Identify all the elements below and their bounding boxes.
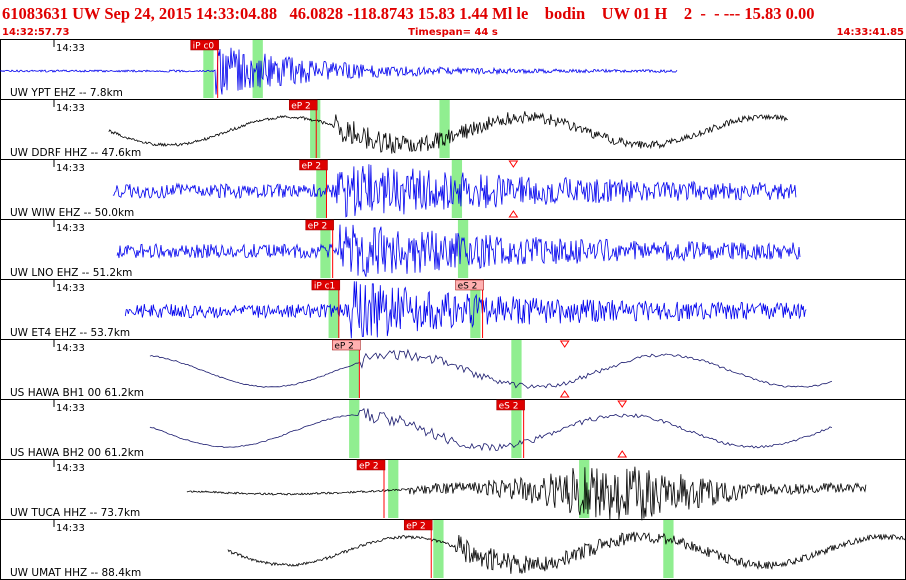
pick-label-box[interactable] xyxy=(455,279,484,291)
time-tick-label: 14:33 xyxy=(56,523,85,534)
amplitude-marker-bottom xyxy=(559,390,570,398)
window-start-time: 14:32:57.73 xyxy=(2,27,70,38)
pick-window xyxy=(349,400,360,458)
time-tick-label: 14:33 xyxy=(56,463,85,474)
pick-window xyxy=(310,100,321,158)
trace-panel[interactable]: 14:33 iP c1 eS 2 UW ET4 EHZ -- 53.7km xyxy=(0,279,906,340)
pick-label[interactable]: eS 2 xyxy=(499,402,519,412)
pick-label[interactable]: eP 2 xyxy=(359,462,379,472)
trace-panel[interactable]: 14:33 eP 2 UW DDRF HHZ -- 47.6km xyxy=(0,99,906,160)
pick-label[interactable]: iP c1 xyxy=(314,282,335,292)
time-tick-label: 14:33 xyxy=(56,283,85,294)
waveform xyxy=(112,164,797,218)
waveform xyxy=(108,111,788,154)
pick-window xyxy=(252,40,263,98)
event-header: 61083631 UW Sep 24, 2015 14:33:04.88 46.… xyxy=(2,4,815,23)
trace-panel[interactable]: 14:33 eS 2 US HAWA BH2 00 61.2km xyxy=(0,399,906,460)
pick-label-box[interactable] xyxy=(190,39,219,51)
channel-label[interactable]: UW ET4 EHZ -- 53.7km xyxy=(10,327,130,339)
pick-label[interactable]: eP 2 xyxy=(406,522,426,532)
trace-panel[interactable]: 14:33 iP c0 UW YPT EHZ -- 7.8km xyxy=(0,39,678,99)
waveform xyxy=(186,466,867,521)
channel-label[interactable]: US HAWA BH1 00 61.2km xyxy=(10,387,144,399)
channel-label[interactable]: UW TUCA HHZ -- 73.7km xyxy=(10,507,140,519)
pick-window xyxy=(388,460,399,518)
channel-label[interactable]: UW DDRF HHZ -- 47.6km xyxy=(10,147,141,159)
time-tick-label: 14:33 xyxy=(56,43,85,54)
pick-label-box[interactable] xyxy=(311,279,341,291)
window-end-time: 14:33:41.85 xyxy=(836,27,904,38)
pick-label[interactable]: eP 2 xyxy=(291,102,311,112)
pick-label-box[interactable] xyxy=(288,99,318,111)
channel-label[interactable]: UW UMAT HHZ -- 88.4km xyxy=(10,567,141,579)
time-tick-label: 14:33 xyxy=(56,103,85,114)
waveform xyxy=(227,531,906,574)
seismogram-chart: 14:33 iP c0 UW YPT EHZ -- 7.8km 14:33 eP 2 UW… xyxy=(0,39,906,580)
pick-window xyxy=(433,520,444,578)
pick-label[interactable]: eS 2 xyxy=(458,282,478,292)
pick-label-box[interactable] xyxy=(299,159,328,171)
pick-label[interactable]: eP 2 xyxy=(334,342,354,352)
pick-label-box[interactable] xyxy=(332,339,361,351)
pick-window xyxy=(439,100,450,158)
trace-panel[interactable]: 14:33 eP 2 UW UMAT HHZ -- 88.4km xyxy=(0,519,906,580)
channel-label[interactable]: UW LNO EHZ -- 51.2km xyxy=(10,267,132,279)
pick-label-box[interactable] xyxy=(356,459,386,471)
seismogram-panels[interactable]: 14:33 iP c0 UW YPT EHZ -- 7.8km 14:33 eP 2 UW… xyxy=(0,39,906,580)
pick-label-box[interactable] xyxy=(305,219,334,231)
pick-window xyxy=(451,160,463,218)
channel-label[interactable]: UW YPT EHZ -- 7.8km xyxy=(10,87,123,99)
amplitude-marker-bottom xyxy=(508,210,519,218)
trace-panel[interactable]: 14:33 eP 2 US HAWA BH1 00 61.2km xyxy=(0,339,906,400)
pick-label-box[interactable] xyxy=(496,399,525,411)
time-tick-label: 14:33 xyxy=(56,403,85,414)
time-tick-label: 14:33 xyxy=(56,163,85,174)
time-tick-label: 14:33 xyxy=(56,343,85,354)
trace-panel[interactable]: 14:33 eP 2 UW WIW EHZ -- 50.0km xyxy=(0,159,906,220)
trace-panel[interactable]: 14:33 eP 2 UW LNO EHZ -- 51.2km xyxy=(0,219,906,280)
pick-window xyxy=(511,400,522,458)
pick-label[interactable]: eP 2 xyxy=(308,222,328,232)
pick-label[interactable]: iP c0 xyxy=(193,42,215,52)
pick-window xyxy=(470,280,481,338)
pick-window xyxy=(316,160,327,218)
channel-label[interactable]: US HAWA BH2 00 61.2km xyxy=(10,447,144,459)
waveform xyxy=(0,47,678,95)
waveform xyxy=(124,281,807,339)
pick-window xyxy=(663,520,674,578)
channel-label[interactable]: UW WIW EHZ -- 50.0km xyxy=(10,207,134,219)
pick-window xyxy=(349,340,360,398)
pick-label[interactable]: eP 2 xyxy=(302,162,322,172)
waveform xyxy=(149,407,833,452)
trace-panel[interactable]: 14:33 eP 2 UW TUCA HHZ -- 73.7km xyxy=(0,459,906,521)
amplitude-marker-bottom xyxy=(617,450,628,458)
timespan-label: Timespan= 44 s xyxy=(408,27,498,38)
amplitude-marker-top xyxy=(508,160,519,168)
amplitude-marker-top xyxy=(559,340,570,348)
waveform xyxy=(116,224,801,277)
time-tick-label: 14:33 xyxy=(56,223,85,234)
amplitude-marker-top xyxy=(617,400,628,408)
pick-window xyxy=(457,220,469,278)
waveform xyxy=(149,348,833,389)
pick-window xyxy=(511,340,522,398)
pick-window xyxy=(203,40,214,98)
pick-label-box[interactable] xyxy=(403,519,433,531)
